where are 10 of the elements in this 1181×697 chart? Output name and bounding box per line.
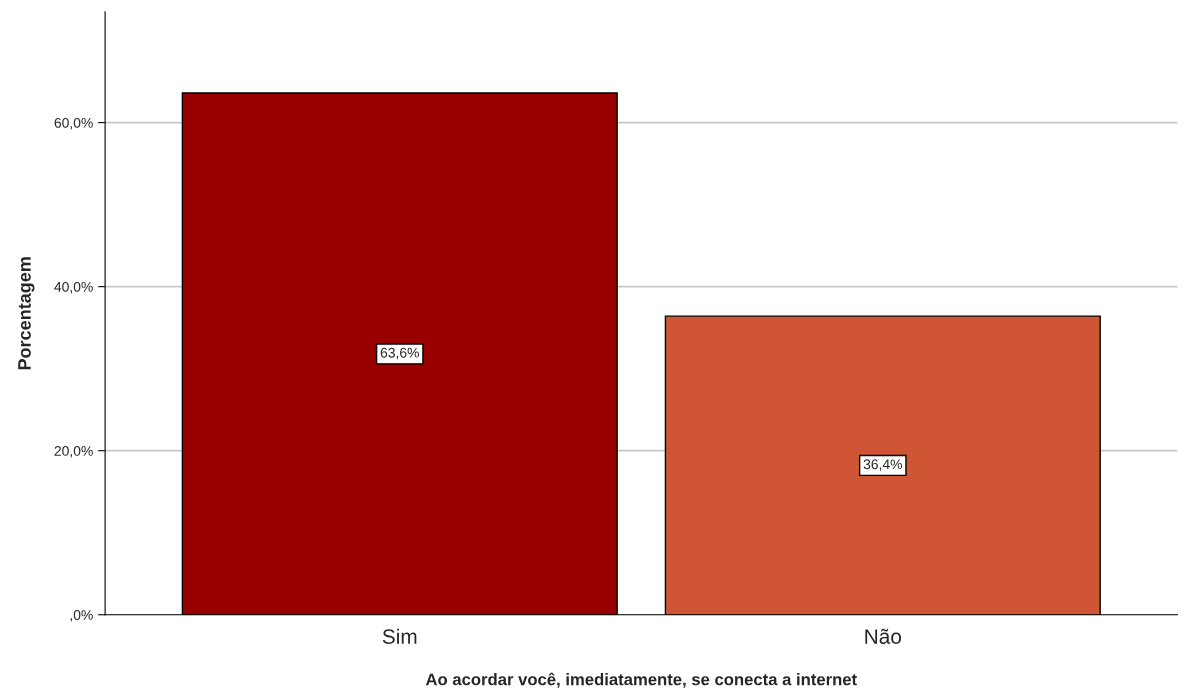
x-tick-label: Sim	[382, 628, 417, 644]
y-tick-label: 40,0%	[54, 281, 93, 294]
x-tick-label: Não	[865, 628, 902, 644]
y-tick-label: 20,0%	[54, 446, 93, 458]
x-axis-title: Ao acordar você, imediatamente, se conecta a internet	[425, 672, 857, 688]
y-tick-label: ,0%	[70, 610, 93, 622]
y-axis-title: Porcentagem	[18, 257, 35, 370]
data-label: 36,4%	[863, 459, 902, 471]
y-tick-label: 60,0%	[54, 117, 93, 130]
data-label: 63,6%	[380, 347, 419, 360]
